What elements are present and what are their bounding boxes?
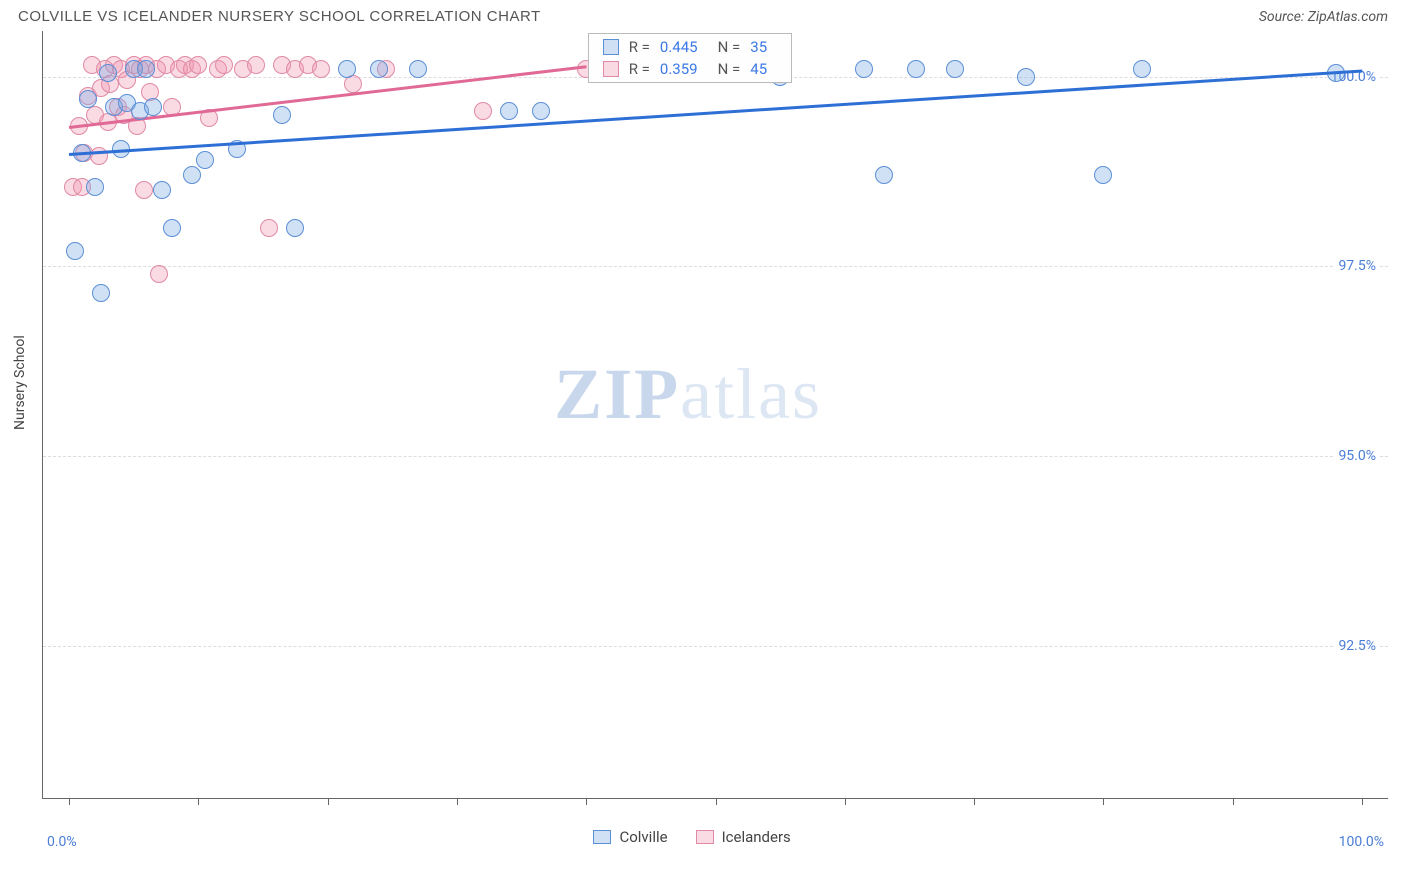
x-tick-label: 100.0% [1339,834,1384,850]
icelanders-point [150,265,168,283]
icelanders-swatch-icon [603,61,619,77]
x-tick [1103,798,1104,805]
colville-point [66,242,84,260]
chart-header: COLVILLE VS ICELANDER NURSERY SCHOOL COR… [0,0,1406,31]
stat-n-value: 35 [750,38,767,56]
colville-point [137,60,155,78]
x-tick [69,798,70,805]
watermark-zip: ZIP [554,354,680,434]
colville-point [86,178,104,196]
x-tick [974,798,975,805]
stat-n-value: 45 [750,60,767,78]
legend: Colville Icelanders [593,828,790,846]
chart-area: ZIPatlas 100.0%97.5%95.0%92.5%0.0%100.0%… [42,31,1388,799]
gridline [43,266,1388,267]
y-tick-label: 92.5% [1334,638,1380,654]
stats-row-icelanders: R = 0.359 N = 45 [589,58,791,80]
source-attribution: Source: ZipAtlas.com [1259,9,1388,25]
icelanders-point [215,56,233,74]
icelanders-legend-swatch-icon [696,830,714,844]
colville-point [153,181,171,199]
x-tick [198,798,199,805]
x-tick [457,798,458,805]
icelanders-point [247,56,265,74]
source-prefix: Source: [1259,9,1308,25]
colville-point [196,151,214,169]
y-axis-label: Nursery School [12,335,28,430]
plot-area: ZIPatlas 100.0%97.5%95.0%92.5%0.0%100.0%… [43,31,1388,798]
colville-point [163,219,181,237]
colville-point [338,60,356,78]
colville-point [144,98,162,116]
colville-point [1017,68,1035,86]
icelanders-point [260,219,278,237]
colville-point [1133,60,1151,78]
colville-point [500,102,518,120]
x-tick [1362,798,1363,805]
source-name: ZipAtlas.com [1308,9,1388,25]
colville-point [532,102,550,120]
stat-n-label: N = [718,60,741,78]
icelanders-point [189,56,207,74]
legend-item-colville: Colville [593,828,667,846]
gridline [43,646,1388,647]
stat-r-value: 0.445 [660,38,698,56]
colville-point [1094,166,1112,184]
stat-n-label: N = [718,38,741,56]
colville-point [183,166,201,184]
x-tick [586,798,587,805]
watermark: ZIPatlas [554,353,822,436]
stat-r-label: R = [629,60,650,78]
icelanders-point [474,102,492,120]
colville-point [370,60,388,78]
colville-point [875,166,893,184]
colville-point [855,60,873,78]
stats-box: R = 0.445 N = 35 R = 0.359 N = 45 [588,33,792,83]
icelanders-point [312,60,330,78]
stats-row-colville: R = 0.445 N = 35 [589,36,791,58]
colville-point [907,60,925,78]
legend-label: Icelanders [722,828,791,846]
gridline [43,456,1388,457]
x-tick [328,798,329,805]
colville-point [286,219,304,237]
x-tick [716,798,717,805]
legend-item-icelanders: Icelanders [696,828,791,846]
colville-point [273,106,291,124]
chart-title: COLVILLE VS ICELANDER NURSERY SCHOOL COR… [18,8,541,25]
x-tick-label: 0.0% [47,834,77,850]
stat-r-label: R = [629,38,650,56]
colville-legend-swatch-icon [593,830,611,844]
watermark-atlas: atlas [680,354,822,434]
y-tick-label: 97.5% [1334,258,1380,274]
colville-point [99,64,117,82]
colville-point [409,60,427,78]
icelanders-point [135,181,153,199]
y-tick-label: 95.0% [1334,448,1380,464]
x-tick [845,798,846,805]
colville-point [79,90,97,108]
stat-r-value: 0.359 [660,60,698,78]
colville-swatch-icon [603,39,619,55]
legend-label: Colville [619,828,667,846]
colville-point [92,284,110,302]
colville-point [946,60,964,78]
x-tick [1233,798,1234,805]
